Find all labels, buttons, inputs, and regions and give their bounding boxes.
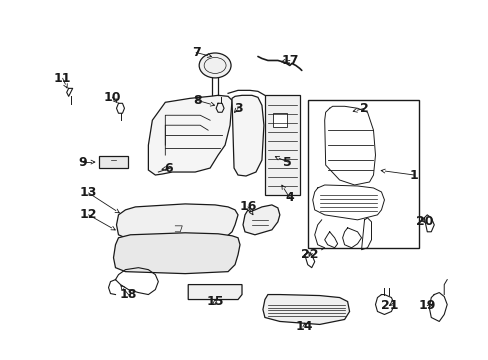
Text: 2: 2 (360, 102, 368, 115)
Text: 12: 12 (80, 208, 97, 221)
Polygon shape (116, 204, 238, 240)
Polygon shape (99, 156, 128, 168)
Text: 13: 13 (80, 186, 97, 199)
Text: 10: 10 (103, 91, 121, 104)
Text: 3: 3 (233, 102, 242, 115)
Text: 4: 4 (285, 192, 294, 204)
Text: 6: 6 (163, 162, 172, 175)
Polygon shape (148, 95, 232, 175)
Text: 15: 15 (206, 295, 224, 308)
Text: 11: 11 (54, 72, 71, 85)
Polygon shape (264, 95, 299, 195)
Polygon shape (307, 100, 419, 248)
Text: 19: 19 (418, 299, 435, 312)
Text: 14: 14 (295, 320, 313, 333)
Text: 1: 1 (409, 168, 418, 181)
Text: 16: 16 (239, 201, 256, 213)
Text: 8: 8 (192, 94, 201, 107)
Ellipse shape (199, 53, 230, 78)
Polygon shape (263, 294, 349, 324)
Polygon shape (272, 113, 286, 127)
Polygon shape (188, 285, 242, 300)
Polygon shape (243, 205, 279, 235)
Polygon shape (113, 233, 240, 274)
Text: 22: 22 (301, 248, 318, 261)
Text: 17: 17 (281, 54, 298, 67)
Text: 5: 5 (283, 156, 292, 168)
Text: 18: 18 (120, 288, 137, 301)
Polygon shape (232, 95, 264, 176)
Text: 21: 21 (380, 299, 397, 312)
Text: 9: 9 (78, 156, 87, 168)
Text: 7: 7 (191, 46, 200, 59)
Text: 20: 20 (415, 215, 432, 228)
